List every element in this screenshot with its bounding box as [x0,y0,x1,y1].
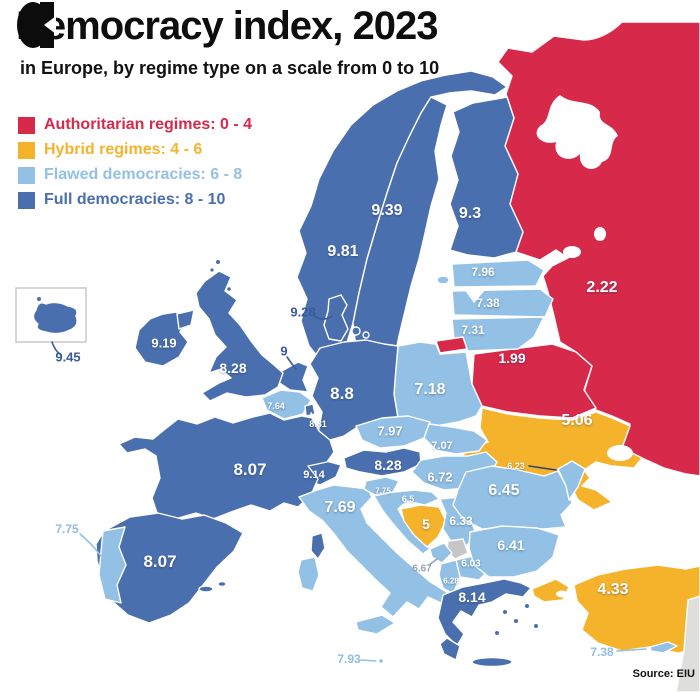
legend-label: Full democracies: 8 - 10 [44,191,226,208]
iceland-islet [37,297,41,301]
country-croatia [373,489,440,555]
country-kaliningrad [435,336,468,354]
leader-malta [360,659,377,662]
legend-item-hybrid: Hybrid regimes: 4 - 6 [18,141,252,159]
white-sea [536,95,618,169]
country-ireland [134,311,189,367]
country-uk [195,270,284,402]
lake-onega [594,227,606,241]
country-austria [343,447,422,477]
denmark-islands [351,326,361,336]
island-sardinia [297,556,320,592]
island-shetland [216,260,220,264]
leader-netherlands [286,356,297,370]
country-slovakia [423,423,488,455]
legend-item-full: Full democracies: 8 - 10 [18,191,252,209]
legend-label: Flawed democracies: 6 - 8 [44,166,243,183]
country-cyprus [649,641,678,654]
island-faroe [227,287,231,291]
land-levant [675,595,700,692]
country-turkey [573,564,700,654]
island-mallorca [198,585,214,593]
aegean-island-4 [495,631,499,635]
sea-of-azov [607,445,633,461]
aegean-island-3 [525,604,529,608]
island-crete [471,656,513,668]
country-belarus [471,343,597,419]
authoritarian-swatch [18,116,35,134]
gulf-of-riga [464,289,486,303]
page-title: Democracy index, 2023 [16,4,438,48]
leader-portugal [79,533,102,557]
leader-iceland [51,341,62,356]
country-turkey-thrace [531,578,570,603]
full-swatch [18,191,35,209]
leader-cyprus [616,648,647,652]
greece-peloponnese [439,637,461,661]
island-malta [377,657,385,665]
country-bulgaria [468,525,560,578]
page-subtitle: in Europe, by regime type on a scale fro… [20,58,440,78]
flawed-swatch [18,166,35,184]
legend-item-flawed: Flawed democracies: 6 - 8 [18,166,252,184]
country-moldova [557,460,586,501]
sea-of-marmara [556,590,568,598]
country-luxembourg [304,403,316,417]
legend-label: Hybrid regimes: 4 - 6 [44,141,203,158]
aegean-island-2 [514,619,518,623]
legend-item-authoritarian: Authoritarian regimes: 0 - 4 [18,116,252,134]
aegean-island-1 [503,610,507,614]
source-credit: Source: EIU [632,668,695,680]
estonia-islands [436,275,450,285]
logo-notch [44,16,56,34]
leader-luxembourg [310,412,316,421]
denmark-islands-2 [362,331,370,339]
country-estonia [451,259,545,288]
leader-montenegro [428,558,438,566]
country-portugal [98,526,127,604]
island-menorca [217,580,227,588]
island-corsica [310,532,326,560]
aegean-island-5 [534,624,538,628]
country-france [118,412,335,520]
lake-ladoga [563,246,581,258]
country-montenegro [429,542,453,564]
hybrid-swatch [18,141,35,159]
legend-label: Authoritarian regimes: 0 - 4 [44,116,253,133]
country-poland [393,341,483,427]
country-romania [452,465,573,530]
leader-denmark [313,315,333,320]
leader-moldova [528,465,557,471]
legend: Authoritarian regimes: 0 - 4 Hybrid regi… [18,116,252,209]
publisher-logo [17,2,56,48]
island-sicily [355,614,396,635]
island-orkney [210,268,214,272]
uk-northern-ireland [176,309,195,330]
country-bosnia [400,504,447,548]
country-finland [449,96,524,259]
country-iceland [32,301,78,335]
